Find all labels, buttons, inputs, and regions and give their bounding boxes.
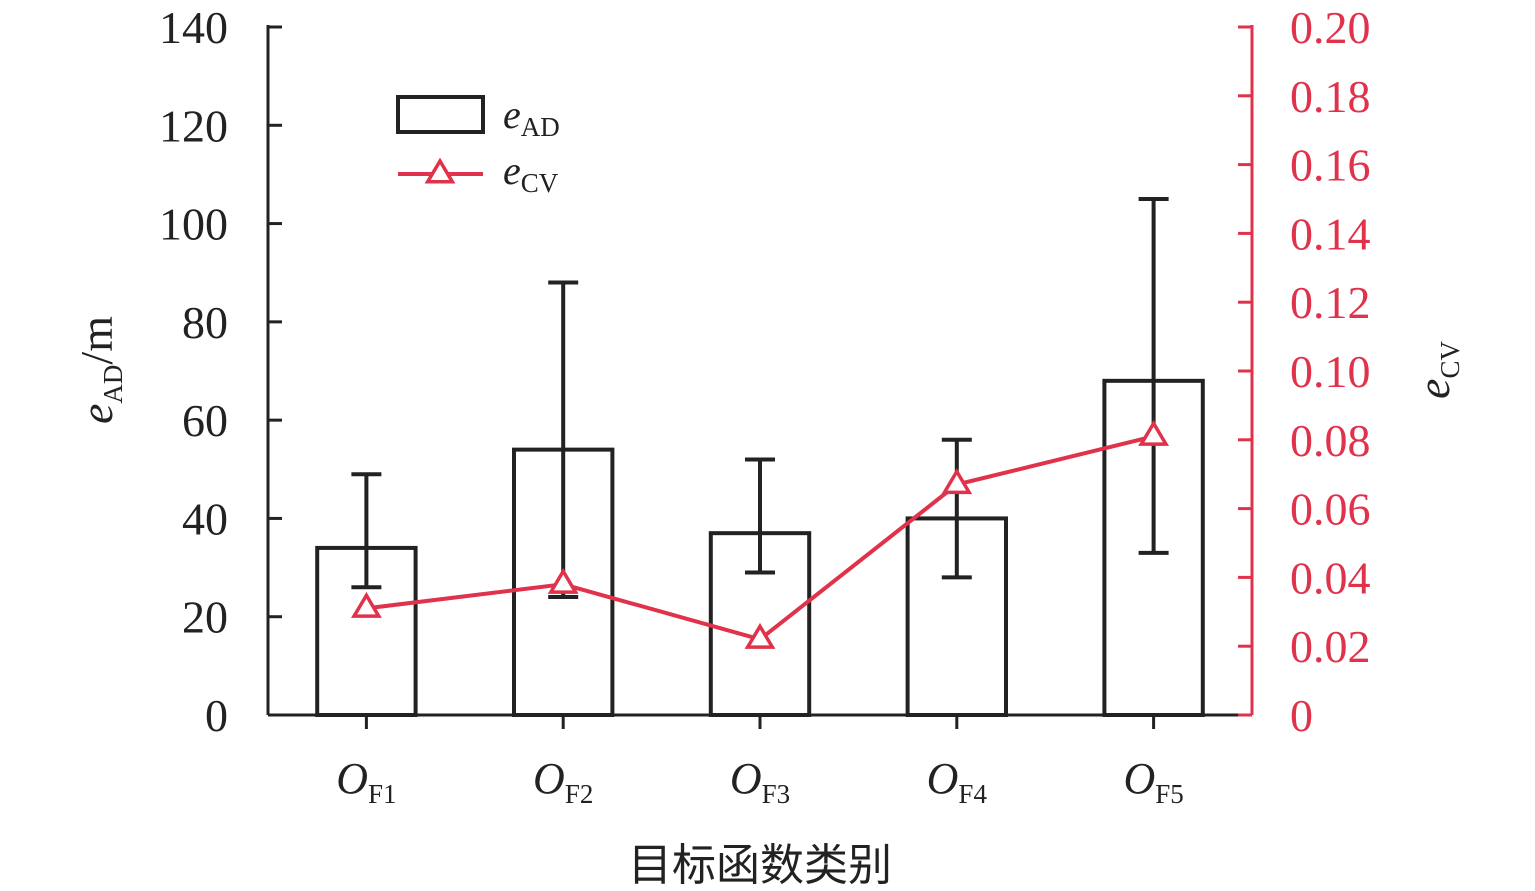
y-right-title-main: e [1408,379,1459,399]
y-right-tick-label: 0.08 [1290,415,1371,466]
y-right-tick-label: 0.16 [1290,140,1371,191]
y-right-tick-label: 0.12 [1290,277,1371,328]
y-right-tick-label: 0.02 [1290,621,1371,672]
ecv-line-group [350,419,1170,649]
ecv-point-marker [744,622,776,649]
y-left-tick-label: 60 [182,395,228,446]
y-left-tick-label: 0 [205,690,228,741]
y-left-title-suffix: /m [71,316,122,365]
y-left-axis-title: eAD/m [71,316,128,424]
y-right-title-sub: CV [1435,341,1465,379]
y-left-title-main: e [71,404,122,424]
y-right-tick-label: 0.06 [1290,484,1371,535]
x-tick-label: OF1 [336,754,396,809]
y-left-tick-label: 120 [159,100,228,151]
axes-group: 0 20 40 60 80 100 120 140 0 0.02 0.04 0.06 0.08 0.10 0… [159,2,1371,809]
x-axis-title: 目标函数类别 [628,840,892,891]
y-right-tick-label: 0.20 [1290,2,1371,53]
y-left-tick-label: 20 [182,592,228,643]
svg-text:eCV: eCV [1408,341,1465,399]
y-left-tick-label: 140 [159,2,228,53]
error-bars-group [351,197,1169,600]
x-tick-label: OF3 [730,754,790,809]
legend: eAD eCV [396,92,560,198]
y-right-tick-label: 0.10 [1290,346,1371,397]
legend-bar-swatch [396,95,485,134]
y-left-title-sub: AD [98,365,128,404]
y-right-tick-label: 0.18 [1290,71,1371,122]
ecv-point-marker [941,468,973,495]
svg-text:eAD/m: eAD/m [71,316,128,424]
ecv-point-marker [350,591,382,618]
legend-label-ecv: eCV [503,148,559,198]
y-right-tick-label: 0 [1290,690,1313,741]
y-left-tick-label: 100 [159,199,228,250]
x-tick-label: OF5 [1123,754,1183,809]
y-right-tick-label: 0.14 [1290,208,1371,259]
legend-triangle-swatch [424,157,456,184]
y-left-tick-label: 40 [182,493,228,544]
y-right-axis-title: eCV [1408,341,1465,399]
y-left-tick-label: 80 [182,297,228,348]
y-right-tick-label: 0.04 [1290,552,1371,603]
ecv-point-marker [1138,419,1170,446]
x-tick-label: OF2 [533,754,593,809]
legend-label-ead: eAD [503,92,560,142]
ecv-point-marker [547,567,579,594]
x-tick-label: OF4 [927,754,988,809]
